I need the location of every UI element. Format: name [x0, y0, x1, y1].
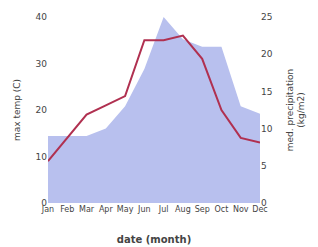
svg-text:Oct: Oct	[215, 205, 229, 214]
svg-text:10: 10	[36, 152, 48, 162]
svg-text:20: 20	[36, 105, 48, 115]
svg-text:max temp (C): max temp (C)	[12, 79, 22, 141]
svg-text:10: 10	[261, 124, 273, 134]
svg-text:Aug: Aug	[175, 205, 191, 214]
svg-text:15: 15	[261, 87, 272, 97]
svg-text:20: 20	[261, 49, 273, 59]
svg-text:Apr: Apr	[99, 205, 114, 214]
svg-text:Dec: Dec	[252, 205, 267, 214]
svg-text:Mar: Mar	[79, 205, 95, 214]
svg-text:Jul: Jul	[158, 205, 169, 214]
svg-text:Jun: Jun	[137, 205, 151, 214]
svg-text:May: May	[117, 205, 134, 214]
svg-text:40: 40	[36, 12, 48, 22]
svg-text:Feb: Feb	[60, 205, 74, 214]
svg-text:date (month): date (month)	[117, 234, 191, 245]
svg-text:0: 0	[261, 198, 267, 208]
svg-text:Sep: Sep	[195, 205, 210, 214]
svg-text:30: 30	[36, 59, 48, 69]
svg-text:med. precipitation(kg/m2): med. precipitation(kg/m2)	[285, 69, 307, 151]
svg-text:0: 0	[41, 198, 47, 208]
svg-text:25: 25	[261, 12, 272, 22]
svg-text:Jan: Jan	[41, 205, 54, 214]
svg-text:Nov: Nov	[233, 205, 249, 214]
svg-text:5: 5	[261, 161, 267, 171]
